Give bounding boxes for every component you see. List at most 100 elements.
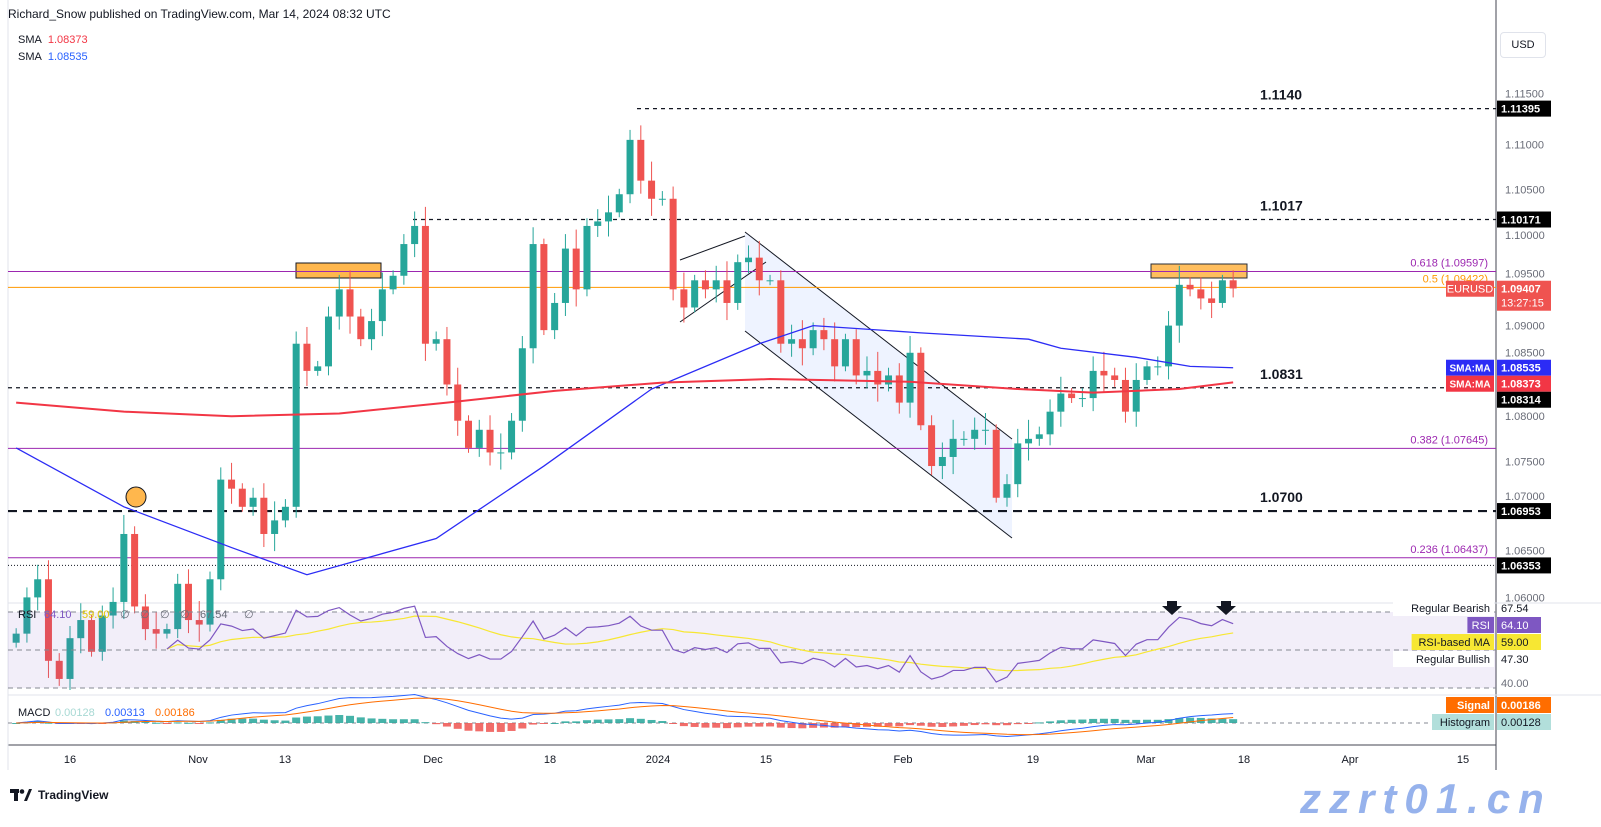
- candle-body: [551, 302, 559, 331]
- candle-body: [1165, 325, 1173, 367]
- candle-body: [303, 343, 311, 371]
- candle-body: [648, 180, 656, 199]
- macd-histogram-bar: [12, 723, 21, 724]
- macd-histogram-bar: [529, 723, 538, 725]
- price-tick: 1.06000: [1505, 592, 1545, 604]
- macd-histogram-bar: [1132, 719, 1141, 723]
- macd-histogram-bar: [1099, 718, 1108, 723]
- candle-body: [798, 339, 806, 349]
- macd-histogram-bar: [313, 716, 322, 723]
- candle-body: [1175, 284, 1183, 326]
- candle-body: [971, 429, 979, 439]
- macd-histogram-bar: [1121, 719, 1130, 723]
- candle-body: [572, 248, 580, 290]
- candle-body: [152, 629, 160, 634]
- rsi-tick: 40.00: [1501, 678, 1529, 690]
- candle-body: [788, 339, 796, 344]
- candle-body: [217, 479, 225, 580]
- rsi-tag-value: 59.00: [1501, 637, 1529, 649]
- candle-body: [992, 429, 1000, 498]
- macd-histogram-bar: [216, 719, 225, 723]
- rsi-tag-bg: [1411, 634, 1494, 650]
- macd-legend-value: 0.00186: [155, 707, 195, 719]
- macd-histogram-bar: [981, 723, 990, 725]
- candle-body: [605, 212, 612, 222]
- candle-body: [1046, 411, 1054, 435]
- macd-histogram-bar: [572, 721, 581, 723]
- macd-histogram-bar: [884, 723, 893, 727]
- macd-histogram-bar: [249, 718, 258, 723]
- macd-histogram-bar: [949, 723, 958, 727]
- macd-legend-value: 0.00128: [55, 707, 95, 719]
- macd-histogram-bar: [604, 719, 613, 723]
- rsi-tag-bg: [1393, 651, 1494, 667]
- candle-body: [260, 497, 268, 534]
- macd-histogram-bar: [195, 723, 204, 724]
- candle-body: [1078, 398, 1086, 400]
- price-tick: 1.09000: [1505, 321, 1545, 333]
- wedge-upper-line: [679, 235, 746, 261]
- resistance-zone: [295, 262, 382, 279]
- candle-body: [34, 579, 42, 598]
- candle-body: [917, 352, 925, 426]
- macd-histogram-bar: [378, 718, 387, 723]
- currency-button[interactable]: USD: [1500, 32, 1546, 58]
- macd-histogram-bar: [1229, 719, 1238, 723]
- rsi-tag-label: Regular Bullish: [1416, 654, 1490, 666]
- candle-body: [324, 316, 332, 367]
- rsi-value-bg: [1497, 617, 1541, 633]
- candle-body: [335, 289, 343, 317]
- candle-body: [1003, 484, 1011, 498]
- candle-body: [411, 225, 419, 245]
- level-label: 1.1017: [1260, 198, 1303, 214]
- candle-body: [615, 194, 623, 213]
- legend-sma-fast[interactable]: SMA 1.08535: [18, 51, 88, 63]
- rsi-ma-line: [166, 615, 1234, 672]
- histogram-tag-label: Histogram: [1440, 717, 1490, 729]
- candle-body: [346, 289, 354, 317]
- candle-body: [723, 280, 731, 303]
- sma-fast-line: [15, 324, 1234, 576]
- time-tick: Nov: [188, 754, 208, 766]
- macd-histogram-bar: [873, 723, 882, 727]
- time-tick: Mar: [1137, 754, 1156, 766]
- candle-body: [1035, 434, 1043, 439]
- macd-histogram-bar: [550, 722, 559, 724]
- macd-histogram-bar: [162, 723, 171, 724]
- macd-histogram-bar: [712, 723, 721, 728]
- macd-histogram-bar: [841, 723, 850, 727]
- macd-histogram-bar: [766, 723, 775, 727]
- macd-histogram-bar: [335, 715, 344, 723]
- macd-histogram-bar: [1089, 718, 1098, 723]
- tradingview-logo[interactable]: TradingView: [10, 788, 108, 802]
- macd-histogram-bar: [561, 721, 570, 723]
- candle-body: [745, 257, 753, 263]
- fib-label: 0.236 (1.06437): [1410, 544, 1488, 556]
- macd-histogram-bar: [959, 723, 968, 726]
- price-tick: 1.07500: [1505, 457, 1545, 469]
- candle-body: [561, 248, 569, 303]
- macd-histogram-bar: [938, 723, 947, 727]
- macd-histogram-bar: [1024, 723, 1033, 724]
- macd-histogram-bar: [744, 723, 753, 727]
- price-label-bg: [1497, 391, 1551, 408]
- price-tick: 1.07000: [1505, 491, 1545, 503]
- legend-sma-slow[interactable]: SMA 1.08373: [18, 34, 88, 46]
- macd-histogram-bar: [281, 720, 290, 723]
- highlight-circle: [125, 486, 147, 508]
- macd-histogram-bar: [227, 718, 236, 723]
- rsi-legend-value: ∅: [140, 609, 150, 621]
- price-label: 1.08314: [1501, 395, 1542, 407]
- macd-histogram-bar: [1110, 718, 1119, 723]
- signal-tag-label: Signal: [1457, 700, 1490, 712]
- candle-body: [378, 289, 386, 322]
- current-price-bg: [1497, 280, 1551, 311]
- candle-body: [701, 280, 709, 290]
- macd-histogram-bar: [658, 721, 667, 723]
- channel-upper-line: [744, 231, 1013, 440]
- candle-body: [357, 316, 365, 340]
- candle-body: [820, 330, 828, 340]
- candle-body: [755, 257, 763, 281]
- candle-body: [863, 370, 871, 376]
